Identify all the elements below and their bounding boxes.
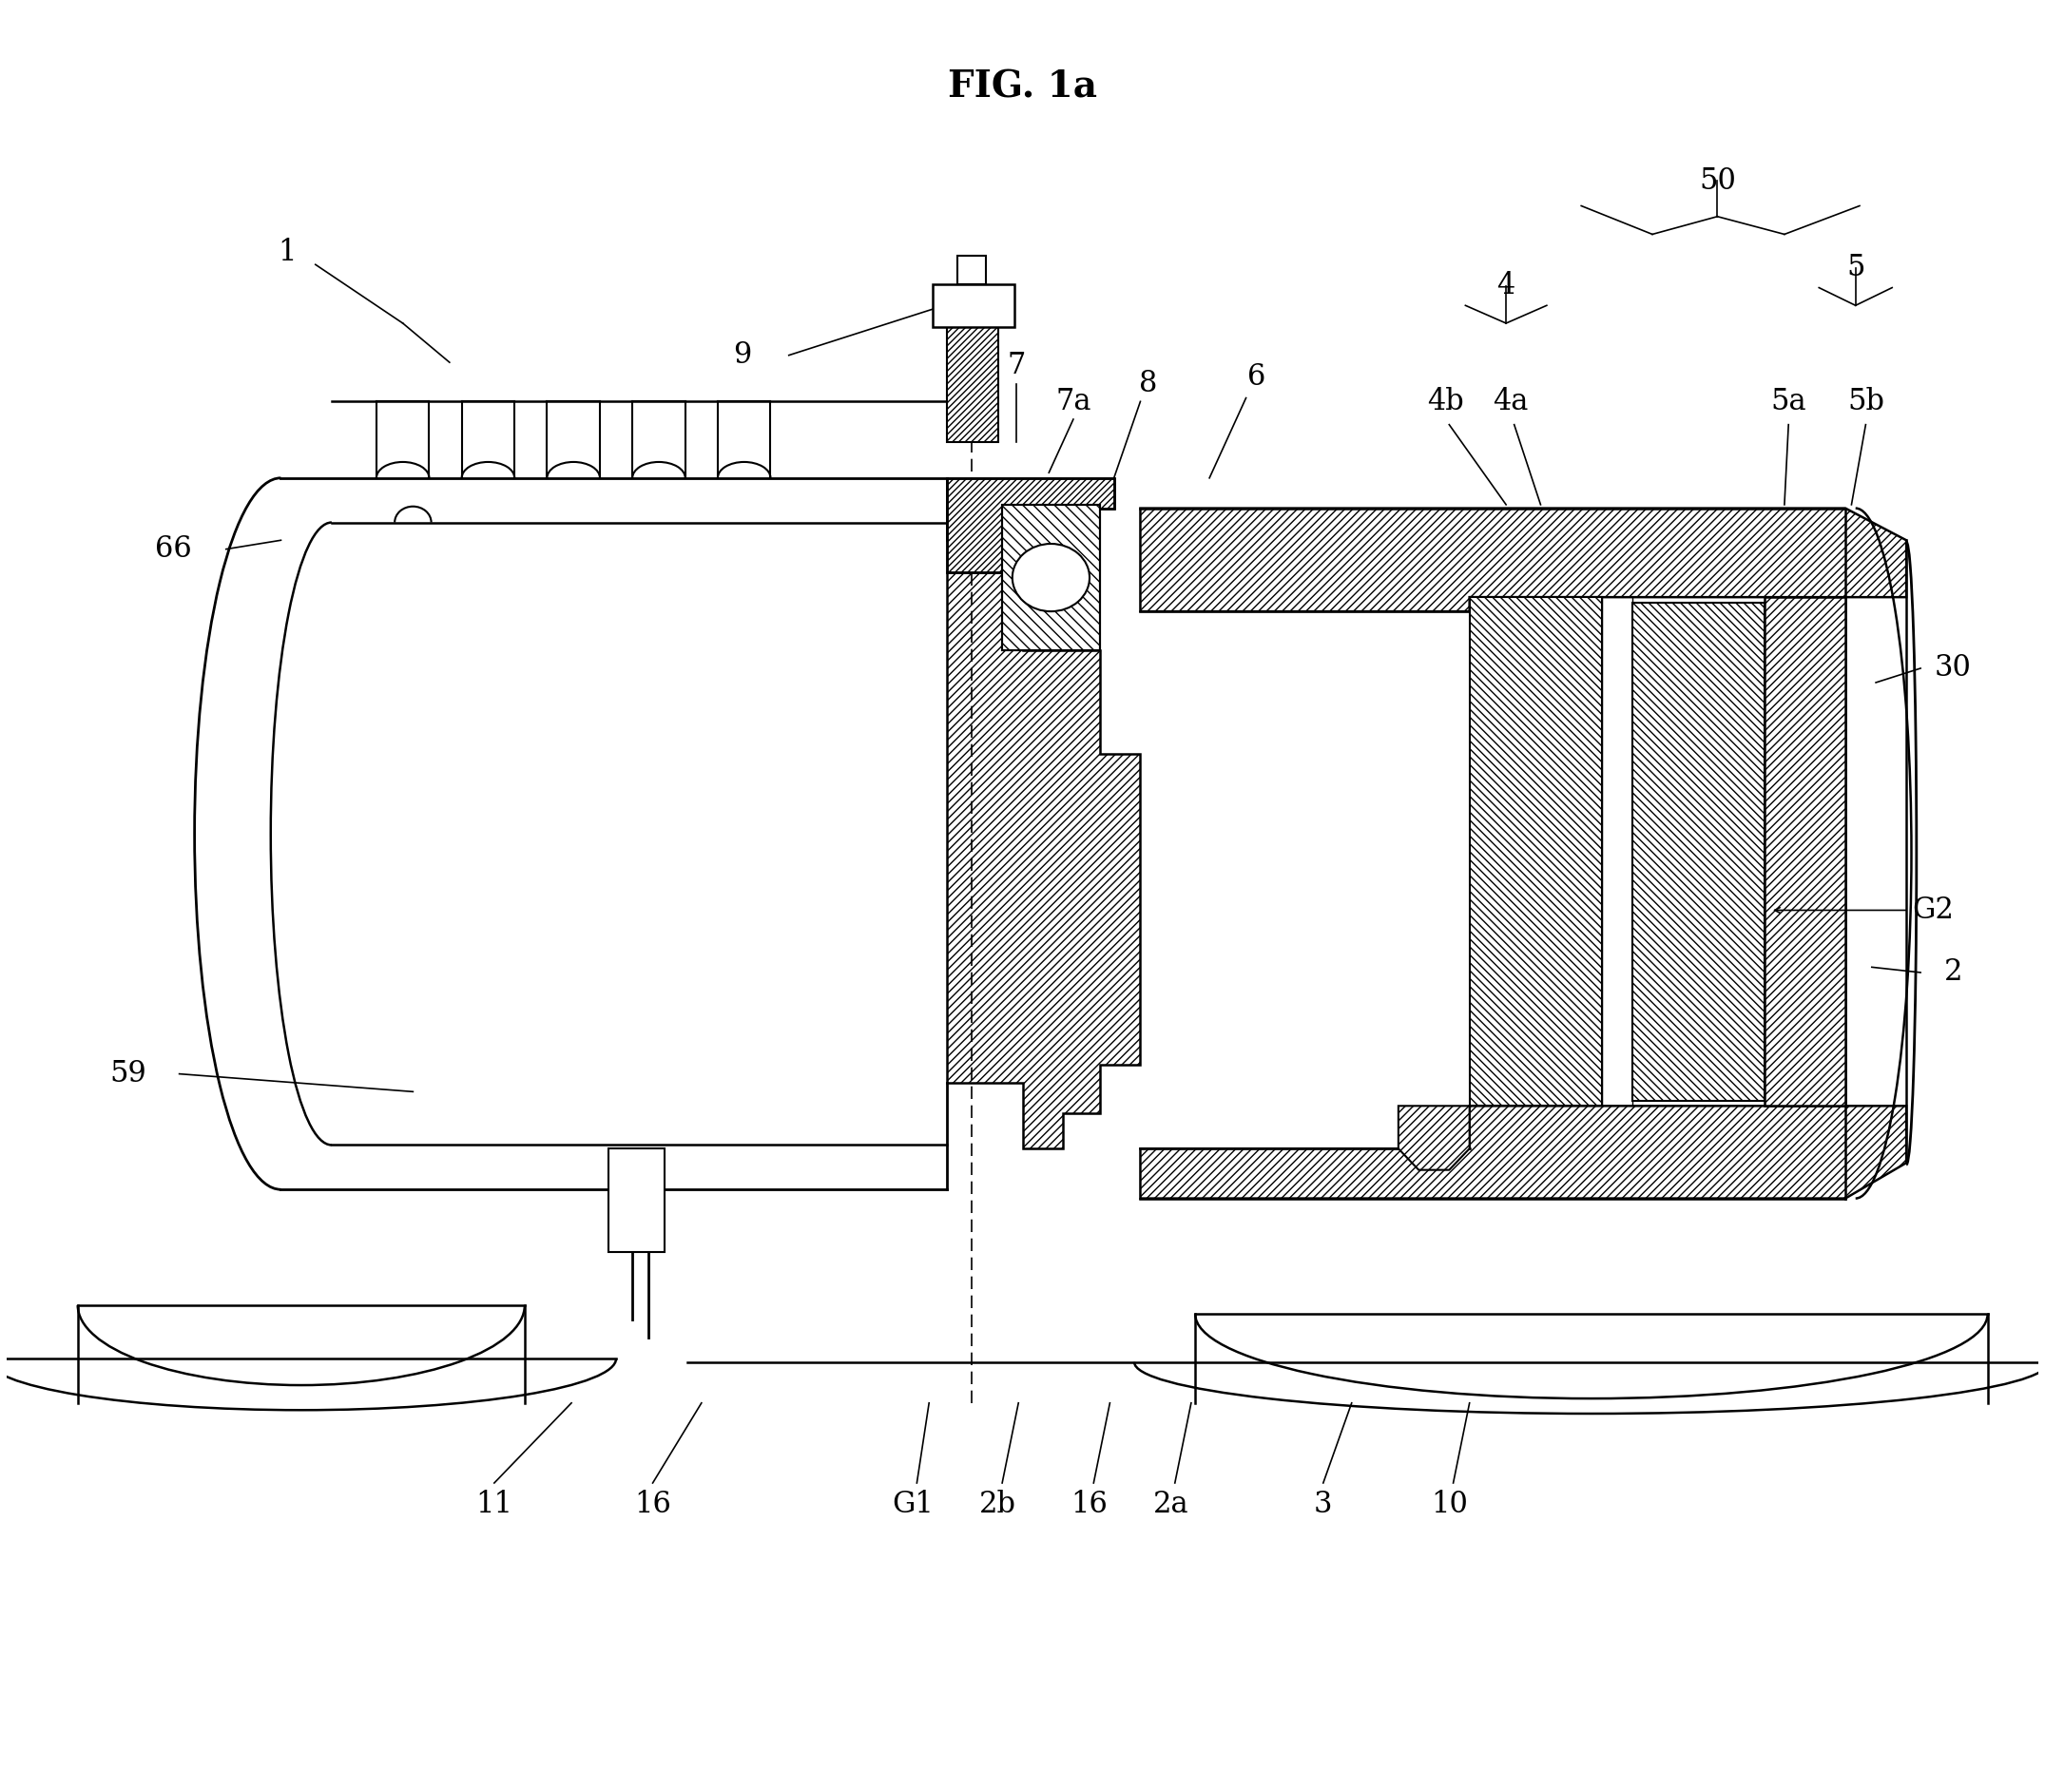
Text: 5a: 5a — [1771, 387, 1806, 416]
Text: 30: 30 — [1935, 654, 1971, 683]
Bar — [957, 256, 986, 285]
Text: 10: 10 — [1431, 1489, 1468, 1520]
Polygon shape — [1141, 509, 1906, 611]
Circle shape — [1012, 543, 1090, 611]
Polygon shape — [947, 478, 1115, 572]
Text: 7a: 7a — [1055, 387, 1092, 416]
Text: 6: 6 — [1247, 362, 1266, 391]
Text: 1: 1 — [278, 237, 297, 267]
Text: 11: 11 — [476, 1489, 513, 1520]
Text: 59: 59 — [110, 1059, 147, 1088]
Text: 5b: 5b — [1847, 387, 1883, 416]
Polygon shape — [947, 572, 1141, 1149]
Bar — [933, 285, 1014, 326]
Text: 5: 5 — [1847, 253, 1865, 283]
Bar — [1002, 505, 1100, 650]
Text: 3: 3 — [1315, 1489, 1333, 1520]
Bar — [607, 1149, 665, 1253]
Text: 16: 16 — [1072, 1489, 1108, 1520]
Text: 2: 2 — [1945, 957, 1963, 987]
Polygon shape — [1765, 597, 1845, 1106]
Text: 4: 4 — [1497, 271, 1515, 301]
Bar — [947, 296, 998, 443]
Text: 4b: 4b — [1427, 387, 1464, 416]
Polygon shape — [1399, 1106, 1470, 1170]
Text: 7: 7 — [1008, 351, 1027, 380]
Text: 8: 8 — [1139, 369, 1157, 398]
Text: 2a: 2a — [1153, 1489, 1188, 1520]
Text: 50: 50 — [1699, 167, 1736, 195]
Text: FIG. 1a: FIG. 1a — [949, 68, 1096, 106]
Bar — [1002, 505, 1100, 650]
Bar — [1632, 602, 1765, 1100]
Polygon shape — [1141, 1106, 1906, 1199]
Text: 9: 9 — [732, 340, 751, 369]
Text: 66: 66 — [155, 534, 192, 564]
Text: G1: G1 — [892, 1489, 935, 1520]
Text: 2b: 2b — [980, 1489, 1016, 1520]
Bar — [1470, 597, 1601, 1106]
Text: 16: 16 — [634, 1489, 671, 1520]
Text: 4a: 4a — [1493, 387, 1528, 416]
Text: G2: G2 — [1912, 896, 1953, 925]
